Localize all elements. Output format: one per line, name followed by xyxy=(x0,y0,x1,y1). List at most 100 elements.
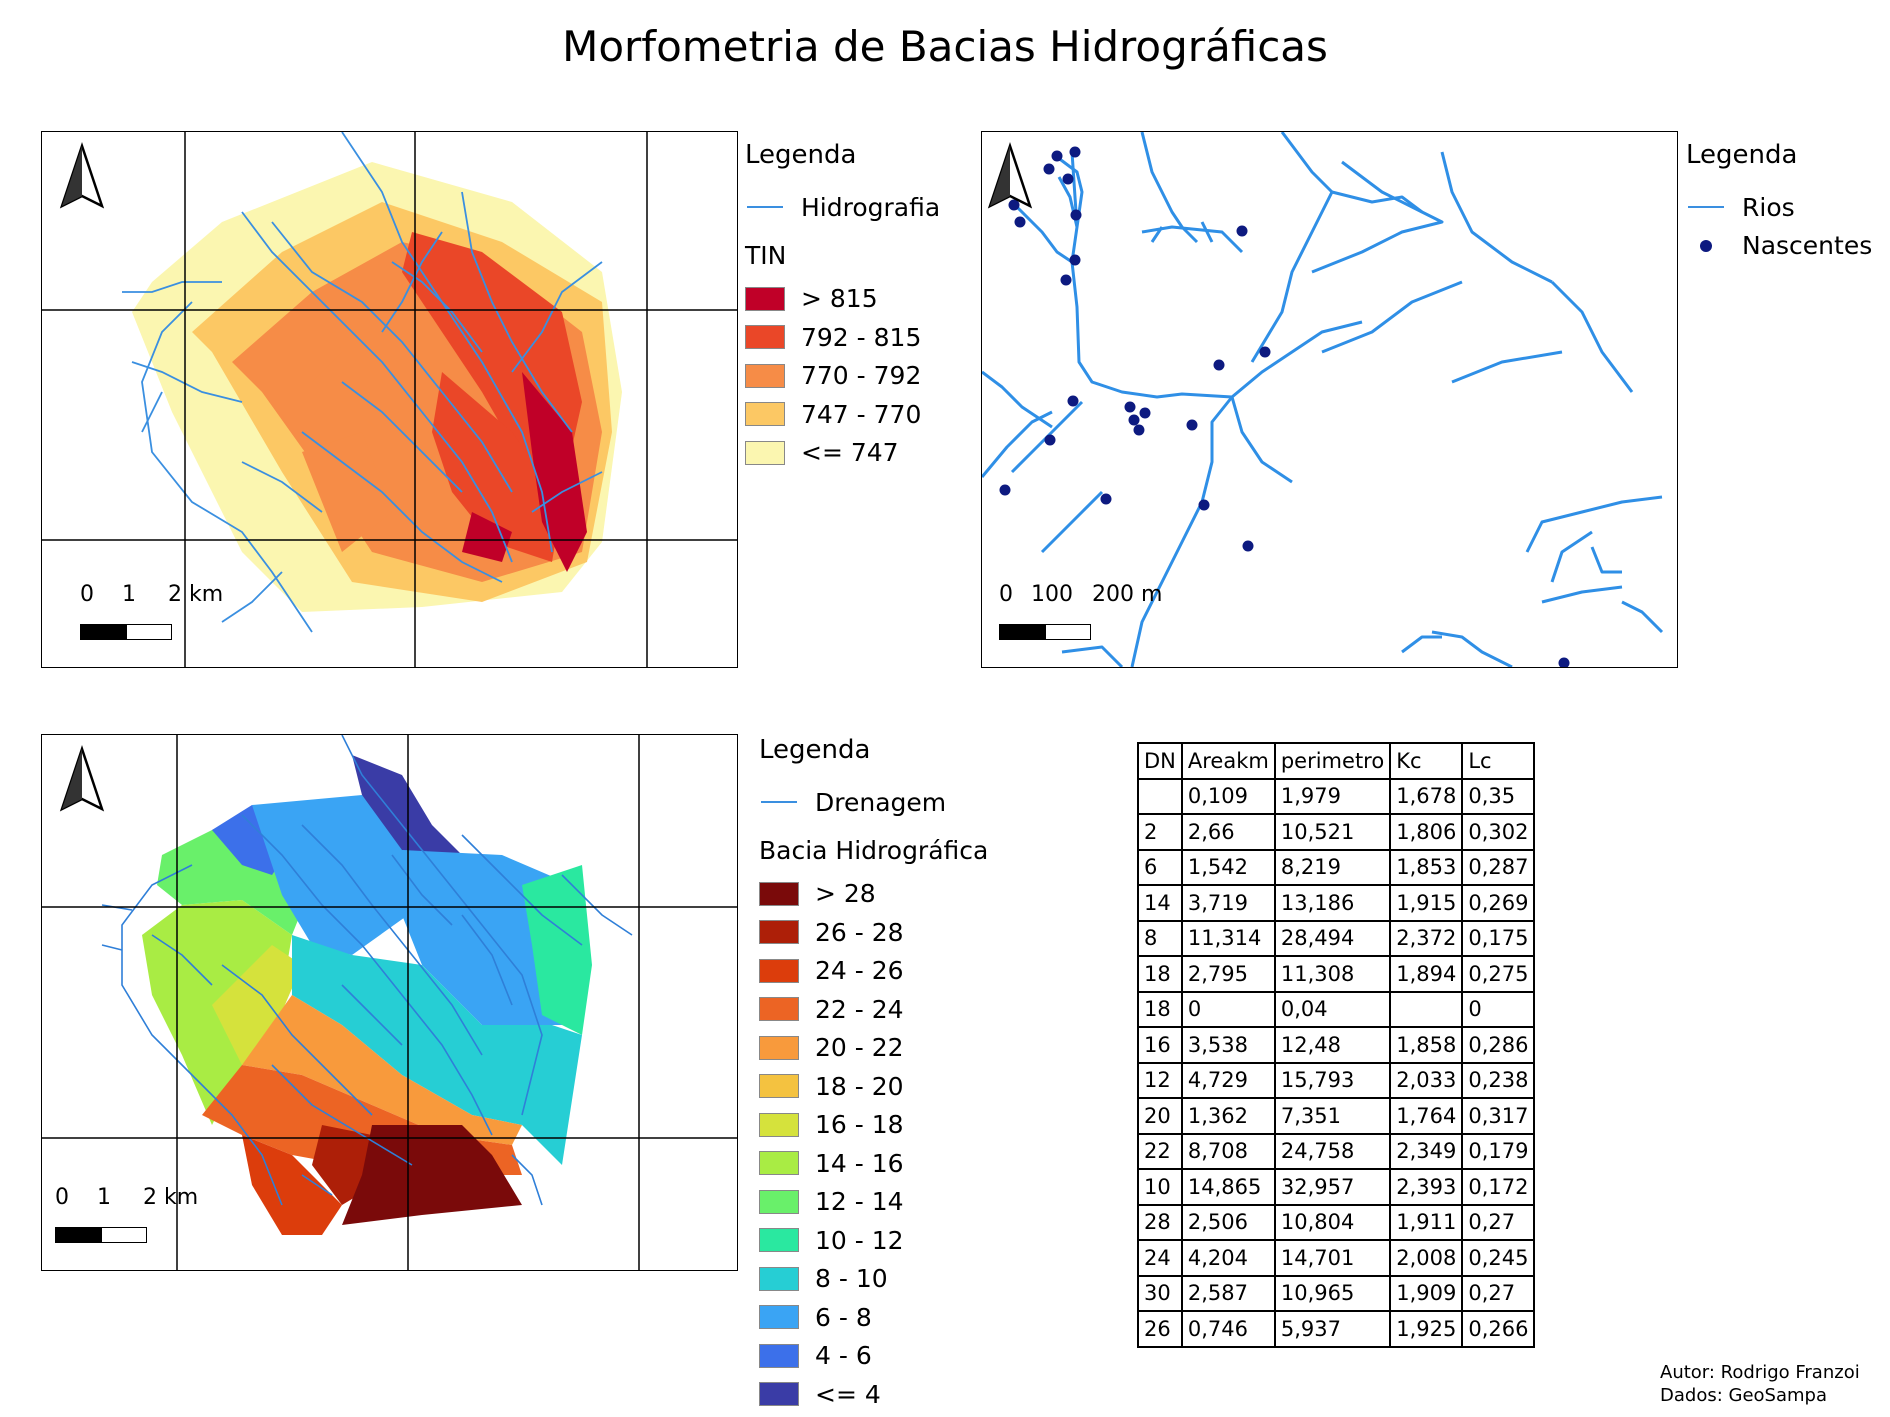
drainage-lines xyxy=(101,735,633,1206)
column-header: perimetro xyxy=(1273,742,1392,780)
legend-class-item: 4 - 6 xyxy=(759,1337,988,1376)
legend-class-label: 18 - 20 xyxy=(815,1071,904,1101)
grid-lines xyxy=(42,735,737,1270)
table-cell: 1,894 xyxy=(1389,955,1464,993)
scale-label: 0 xyxy=(999,582,1013,607)
table-row: 12 4,729 15,793 2,033 0,238 xyxy=(1137,1061,1536,1099)
legend-class-item: > 815 xyxy=(745,280,940,319)
legend-class-item: 10 - 12 xyxy=(759,1221,988,1260)
legend-class-label: 4 - 6 xyxy=(815,1341,872,1371)
legend-item-rios: Rios xyxy=(1686,188,1872,227)
legend-item-drenagem: Drenagem xyxy=(759,783,988,822)
table-cell: 10 xyxy=(1137,1168,1183,1206)
color-swatch xyxy=(745,325,785,350)
table-cell: 2,66 xyxy=(1180,813,1276,851)
table-cell: 1,911 xyxy=(1389,1203,1464,1241)
scale-label: 1 xyxy=(97,1185,111,1210)
legend-title: Legenda xyxy=(1686,140,1798,170)
color-swatch xyxy=(759,1112,799,1137)
legend-item-nascentes: Nascentes xyxy=(1686,227,1872,266)
legend-label: Rios xyxy=(1742,192,1795,222)
tin-map[interactable]: 0 1 2 km xyxy=(41,131,738,668)
basin-polygons xyxy=(142,755,592,1235)
color-swatch xyxy=(759,1074,799,1099)
author-credit: Autor: Rodrigo Franzoi xyxy=(1660,1362,1860,1383)
table-cell: 0,269 xyxy=(1461,884,1536,922)
table-cell: 18 xyxy=(1137,990,1183,1028)
table-row: 18 0 0,04 0 xyxy=(1137,990,1536,1028)
legend-class-item: 14 - 16 xyxy=(759,1144,988,1183)
table-cell: 11,314 xyxy=(1180,919,1276,957)
color-swatch xyxy=(759,1189,799,1214)
legend-class-label: <= 4 xyxy=(815,1379,881,1409)
legend-class-item: 26 - 28 xyxy=(759,913,988,952)
springs-legend: Legenda Rios Nascentes xyxy=(1686,140,1872,265)
table-row: 2 2,66 10,521 1,806 0,302 xyxy=(1137,813,1536,851)
column-header: Lc xyxy=(1461,742,1536,780)
table-cell xyxy=(1389,990,1464,1028)
north-arrow-icon xyxy=(987,142,1033,209)
legend-class-label: 22 - 24 xyxy=(815,994,904,1024)
table-cell: 1,909 xyxy=(1389,1274,1464,1312)
basins-map[interactable]: 0 1 2 km xyxy=(41,734,738,1271)
table-cell: 28 xyxy=(1137,1203,1183,1241)
table-row: 14 3,719 13,186 1,915 0,269 xyxy=(1137,884,1536,922)
table-cell: 3,538 xyxy=(1180,1026,1276,1064)
table-cell: 2 xyxy=(1137,813,1183,851)
table-cell: 0,179 xyxy=(1461,1132,1536,1170)
table-cell: 0,238 xyxy=(1461,1061,1536,1099)
table-cell: 0,286 xyxy=(1461,1026,1536,1064)
table-cell: 24,758 xyxy=(1273,1132,1392,1170)
scale-label: 2 km xyxy=(168,582,224,607)
table-cell: 2,393 xyxy=(1389,1168,1464,1206)
legend-class-item: 16 - 18 xyxy=(759,1106,988,1145)
legend-class-label: 792 - 815 xyxy=(801,322,922,352)
table-cell: 2,372 xyxy=(1389,919,1464,957)
table-cell: 1,764 xyxy=(1389,1097,1464,1135)
legend-class-item: 770 - 792 xyxy=(745,357,940,396)
table-row: 8 11,314 28,494 2,372 0,175 xyxy=(1137,919,1536,957)
legend-class-label: 16 - 18 xyxy=(815,1110,904,1140)
springs-map[interactable]: 0 100 200 m xyxy=(981,131,1678,668)
color-swatch xyxy=(759,1035,799,1060)
table-cell: 0,287 xyxy=(1461,848,1536,886)
color-swatch xyxy=(745,286,785,311)
legend-class-item: 22 - 24 xyxy=(759,990,988,1029)
legend-class-label: 10 - 12 xyxy=(815,1225,904,1255)
basins-legend: Legenda Drenagem Bacia Hidrográfica > 28… xyxy=(759,735,988,1414)
scale-label: 0 xyxy=(55,1185,69,1210)
table-cell: 2,033 xyxy=(1389,1061,1464,1099)
legend-class-label: 20 - 22 xyxy=(815,1033,904,1063)
table-cell: 1,806 xyxy=(1389,813,1464,851)
table-cell: 0,27 xyxy=(1461,1274,1536,1312)
legend-class-label: 24 - 26 xyxy=(815,956,904,986)
color-swatch xyxy=(759,1266,799,1291)
table-cell: 0,35 xyxy=(1461,777,1536,815)
legend-class-item: <= 747 xyxy=(745,434,940,473)
line-symbol-icon xyxy=(759,790,799,814)
table-cell: 0,275 xyxy=(1461,955,1536,993)
legend-class-label: 747 - 770 xyxy=(801,399,922,429)
table-cell: 1,915 xyxy=(1389,884,1464,922)
north-arrow-icon xyxy=(59,745,105,812)
table-cell: 1,925 xyxy=(1389,1310,1464,1348)
page-title: Morfometria de Bacias Hidrográficas xyxy=(562,22,1328,71)
table-cell xyxy=(1137,777,1183,815)
table-row: 20 1,362 7,351 1,764 0,317 xyxy=(1137,1097,1536,1135)
table-cell: 2,506 xyxy=(1180,1203,1276,1241)
color-swatch xyxy=(759,1382,799,1407)
table-cell: 10,804 xyxy=(1273,1203,1392,1241)
table-cell: 8 xyxy=(1137,919,1183,957)
scale-label: 100 xyxy=(1031,582,1073,607)
table-cell: 26 xyxy=(1137,1310,1183,1348)
table-cell: 30 xyxy=(1137,1274,1183,1312)
hydrography-lines xyxy=(122,132,603,633)
table-cell: 1,542 xyxy=(1180,848,1276,886)
table-cell: 8,219 xyxy=(1273,848,1392,886)
table-cell: 0,04 xyxy=(1273,990,1392,1028)
table-row: 16 3,538 12,48 1,858 0,286 xyxy=(1137,1026,1536,1064)
table-cell: 12,48 xyxy=(1273,1026,1392,1064)
color-swatch xyxy=(759,1305,799,1330)
table-cell: 1,853 xyxy=(1389,848,1464,886)
scale-label: 1 xyxy=(122,582,136,607)
